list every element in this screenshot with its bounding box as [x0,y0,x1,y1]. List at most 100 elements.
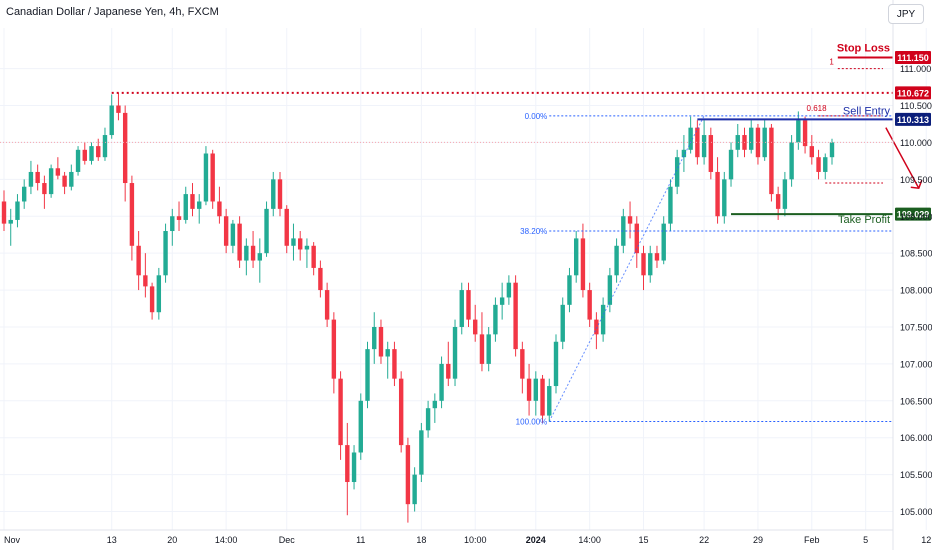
candle-body [668,186,673,224]
candle-body [688,127,693,150]
x-tick-label: 14:00 [578,535,601,545]
price-badge-text: 109.029 [897,210,930,220]
candle-body [580,238,586,291]
x-tick-label: 11 [356,535,365,545]
candle-body [526,378,532,401]
candle-body [365,349,370,401]
candle-body [769,127,774,195]
candle-body [735,135,740,150]
y-tick-label: 106.000 [900,433,932,443]
candle-body [250,245,256,261]
candle-body [547,386,552,416]
candle-body [560,304,565,342]
x-tick-label: 18 [416,535,426,545]
candle-body [324,290,330,320]
candle-body [823,157,828,172]
candle-body [230,223,236,246]
candle-body [48,168,54,195]
candle-body [499,297,505,305]
fib-label: 38.20% [520,227,547,236]
candle-body [116,105,121,113]
candle-body [183,194,188,220]
candle-body [553,341,559,387]
candle-body [42,183,47,195]
candle-body [446,363,451,379]
candle-body [654,253,660,261]
price-badge-text: 110.313 [897,115,929,125]
y-tick-label: 110.500 [900,101,932,111]
candle-body [35,171,40,184]
fib-label: 0.00% [525,112,548,121]
currency-button[interactable]: JPY [888,4,924,24]
candle-body [264,208,269,254]
candle-body [21,186,27,202]
projection-arrow [885,127,920,189]
candle-body [345,445,350,483]
candle-body [701,135,707,158]
y-tick-label: 105.500 [900,470,932,480]
candle-body [372,326,377,350]
candle-body [493,304,498,335]
candle-body [540,378,545,416]
y-tick-label: 108.000 [900,286,932,296]
x-tick-label: Nov [4,535,21,545]
candle-body [419,430,424,475]
candle-body [244,245,249,261]
candle-body [284,208,289,246]
x-tick-label: 14:00 [215,535,238,545]
candle-body [459,290,464,327]
y-tick-label: 106.500 [900,396,932,406]
candle-body [351,452,357,483]
candle-body [89,146,94,161]
candle-body [789,142,794,180]
candle-body [129,183,135,246]
candle-body [358,400,363,453]
take-profit-label: Take Profit [838,214,890,226]
candle-body [176,216,182,220]
candle-body [681,149,687,158]
candle-body [782,179,788,209]
projection-arrowhead [910,179,923,190]
candle-body [304,245,310,250]
candle-body [109,105,114,136]
candle-body [533,378,539,401]
price-badge [895,86,931,100]
candle-body [587,290,592,320]
candle-body [122,112,128,184]
y-tick-label: 109.500 [900,175,932,185]
candle-body [136,245,141,276]
x-tick-label: 20 [167,535,177,545]
fib-618-label: 0.618 [807,104,828,113]
candle-body [829,142,835,158]
candle-body [412,474,417,505]
y-tick-label: 107.000 [900,359,932,369]
candle-body [82,149,87,161]
candle-body [567,275,572,305]
candle-body [749,127,754,150]
x-tick-label: 2024 [526,535,546,545]
candle-body [223,216,229,246]
sell-entry-label: Sell Entry [843,105,891,117]
x-tick-label: 15 [639,535,649,545]
candle-body [728,149,734,180]
candle-body [28,171,34,187]
candle-body [190,194,195,209]
candle-body [378,326,384,357]
candle-body [425,408,431,431]
candle-body [69,171,74,187]
y-tick-label: 107.500 [900,322,932,332]
candle-body [385,349,390,357]
candle-body [648,253,653,276]
candle-body [600,304,606,335]
fib-trend-line [548,115,705,422]
grid [0,28,927,530]
y-tick-label: 111.000 [900,64,931,74]
candle-body [62,175,67,187]
x-tick-label: 10:00 [464,535,487,545]
x-tick-label: Dec [279,535,296,545]
x-tick-label: 13 [107,535,117,545]
candle-body [755,127,761,158]
candle-body [217,201,222,217]
